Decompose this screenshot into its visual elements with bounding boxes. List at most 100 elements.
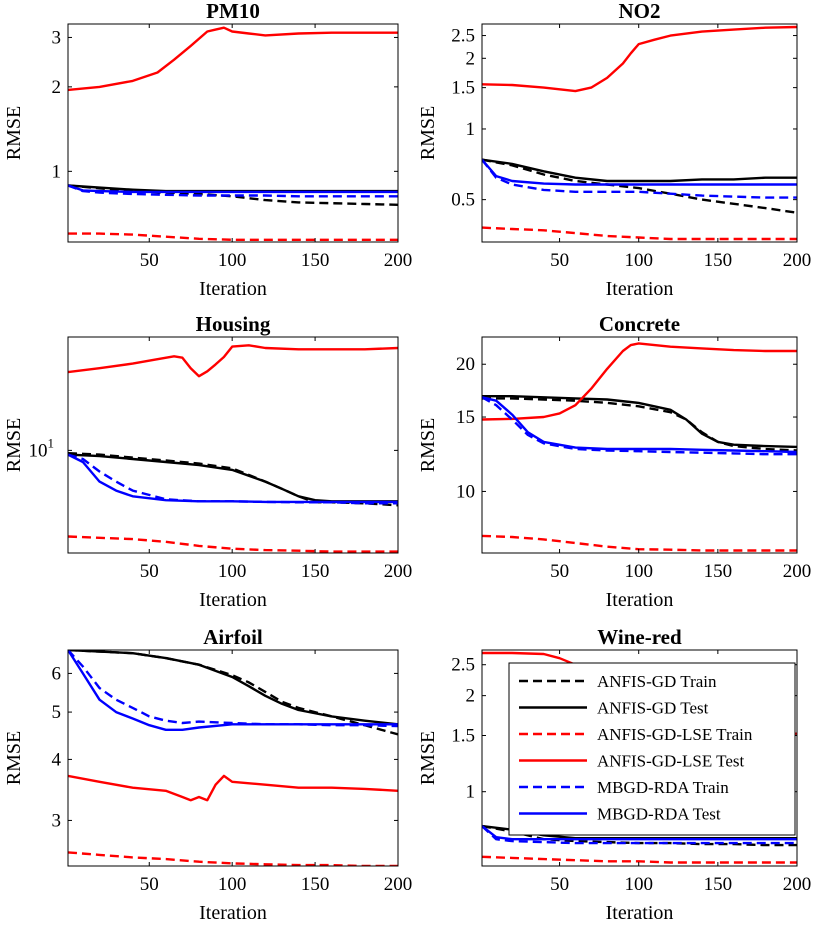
series-line-mbgd-rda-train bbox=[482, 825, 797, 845]
x-axis-label: Iteration bbox=[199, 902, 267, 924]
series-line-anfis-gd-lse-test bbox=[68, 26, 398, 92]
panel-housing: 50 100 150 200 101 Housing Iteration RMSE bbox=[3, 312, 412, 611]
chart-title: PM10 bbox=[206, 0, 260, 23]
x-tick-label: 150 bbox=[301, 250, 330, 271]
legend: ANFIS-GD Train ANFIS-GD Test ANFIS-GD-LSE … bbox=[508, 662, 796, 836]
x-axis-label: Iteration bbox=[606, 589, 674, 611]
y-tick-label: 2 bbox=[52, 77, 62, 98]
y-tick-label: 4 bbox=[52, 749, 62, 770]
series-line-anfis-gd-lse-train bbox=[68, 535, 398, 553]
y-tick-label: 15 bbox=[456, 407, 475, 428]
panel-airfoil: 50 100 150 200 3 4 5 6 Airfoil Iteration RMSE bbox=[3, 625, 412, 924]
series-group bbox=[482, 25, 797, 241]
y-tick-label: 6 bbox=[52, 663, 62, 684]
series-line-mbgd-rda-test bbox=[482, 396, 797, 454]
x-axis-label: Iteration bbox=[606, 902, 674, 924]
axes-box bbox=[67, 649, 399, 867]
axes-box bbox=[481, 336, 798, 554]
series-line-anfis-gd-train bbox=[482, 158, 797, 214]
series-line-anfis-gd-test bbox=[482, 395, 797, 449]
series-line-mbgd-rda-test bbox=[68, 453, 398, 504]
x-tick-label: 100 bbox=[218, 561, 247, 582]
x-tick-label: 100 bbox=[218, 250, 247, 271]
x-axis-label: Iteration bbox=[199, 589, 267, 611]
y-tick-label: 5 bbox=[52, 702, 62, 723]
x-tick-label: 100 bbox=[218, 874, 247, 895]
y-tick-label: 0.5 bbox=[451, 190, 475, 211]
y-axis-label: RMSE bbox=[3, 731, 25, 785]
series-line-anfis-gd-test bbox=[68, 650, 398, 726]
series-line-mbgd-rda-train bbox=[482, 158, 797, 199]
series-line-anfis-gd-test bbox=[68, 453, 398, 503]
y-axis-label: RMSE bbox=[417, 731, 439, 785]
x-tick-label: 200 bbox=[384, 250, 413, 271]
panel-no2: 50 100 150 200 0.5 1 1.5 22.5 NO2 Iteration RMSE bbox=[417, 0, 811, 300]
series-line-mbgd-rda-train bbox=[68, 453, 398, 505]
series-line-mbgd-rda-train bbox=[68, 184, 398, 198]
x-axis-label: Iteration bbox=[199, 278, 267, 300]
x-tick-label: 200 bbox=[384, 874, 413, 895]
series-line-anfis-gd-train bbox=[68, 650, 398, 736]
axes-box bbox=[67, 23, 399, 243]
series-line-anfis-gd-lse-train bbox=[482, 226, 797, 241]
y-tick-label: 1 bbox=[466, 119, 476, 140]
x-tick-label: 50 bbox=[140, 874, 159, 895]
x-tick-label: 50 bbox=[140, 561, 159, 582]
y-tick-label: 2.5 bbox=[451, 26, 475, 47]
x-tick-label: 100 bbox=[624, 561, 653, 582]
y-axis-label: RMSE bbox=[3, 418, 25, 472]
y-tick-label: 10 bbox=[456, 481, 475, 502]
legend-label-anfis-gd-test: ANFIS-GD Test bbox=[597, 699, 709, 718]
series-group bbox=[68, 650, 398, 866]
y-tick-label: 101 bbox=[29, 435, 55, 461]
y-tick-label: 3 bbox=[52, 810, 62, 831]
x-tick-label: 50 bbox=[550, 250, 569, 271]
x-tick-label: 200 bbox=[783, 250, 812, 271]
panel-concrete: 50 100 150 200 10 15 20 Concrete Iteration RMSE bbox=[417, 312, 811, 611]
legend-box bbox=[508, 662, 796, 836]
series-line-mbgd-rda-test bbox=[482, 158, 797, 186]
y-tick-label: 1 bbox=[466, 782, 476, 803]
x-axis-label: Iteration bbox=[606, 278, 674, 300]
y-tick-label: 1 bbox=[52, 161, 62, 182]
series-line-mbgd-rda-train bbox=[68, 650, 398, 728]
series-line-mbgd-rda-test bbox=[68, 650, 398, 731]
y-tick-label: 1.5 bbox=[451, 78, 475, 99]
series-group bbox=[68, 344, 398, 553]
panel-wine-red: 50 100 150 200 1 1.5 2 2.5 Wine-red Iteration RMSE… bbox=[417, 625, 811, 924]
x-tick-label: 150 bbox=[704, 874, 733, 895]
series-line-anfis-gd-train bbox=[482, 397, 797, 452]
chart-title: Airfoil bbox=[203, 625, 263, 649]
x-tick-label: 150 bbox=[301, 874, 330, 895]
y-tick-exponent: 1 bbox=[48, 435, 55, 450]
series-group bbox=[68, 26, 398, 242]
y-axis-label: RMSE bbox=[417, 106, 439, 160]
series-line-mbgd-rda-test bbox=[482, 825, 797, 841]
series-line-anfis-gd-lse-test bbox=[68, 344, 398, 378]
legend-label-anfis-gd-train: ANFIS-GD Train bbox=[597, 672, 717, 691]
series-line-anfis-gd-lse-train bbox=[68, 851, 398, 866]
axes-box bbox=[481, 649, 798, 867]
series-line-anfis-gd-train bbox=[68, 452, 398, 507]
x-tick-label: 200 bbox=[384, 561, 413, 582]
y-axis-label: RMSE bbox=[3, 106, 25, 160]
x-tick-label: 200 bbox=[783, 561, 812, 582]
legend-label-mbgd-rda-test: MBGD-RDA Test bbox=[597, 805, 721, 824]
x-tick-label: 150 bbox=[301, 561, 330, 582]
x-tick-label: 150 bbox=[704, 250, 733, 271]
x-tick-label: 50 bbox=[550, 874, 569, 895]
series-line-mbgd-rda-test bbox=[68, 184, 398, 194]
y-axis-label: RMSE bbox=[417, 418, 439, 472]
x-tick-label: 150 bbox=[704, 561, 733, 582]
chart-title: Wine-red bbox=[597, 625, 682, 649]
series-line-anfis-gd-lse-train bbox=[482, 855, 797, 864]
y-tick-label: 2 bbox=[466, 686, 476, 707]
series-line-anfis-gd-lse-test bbox=[482, 342, 797, 421]
panel-pm10: 50 100 150 200 1 2 3 PM10 Iteration RMSE bbox=[3, 0, 412, 300]
series-line-anfis-gd-lse-train bbox=[68, 232, 398, 242]
series-line-anfis-gd-test bbox=[482, 158, 797, 183]
y-tick-label: 20 bbox=[456, 354, 475, 375]
legend-label-mbgd-rda-train: MBGD-RDA Train bbox=[597, 778, 729, 797]
x-tick-label: 200 bbox=[783, 874, 812, 895]
